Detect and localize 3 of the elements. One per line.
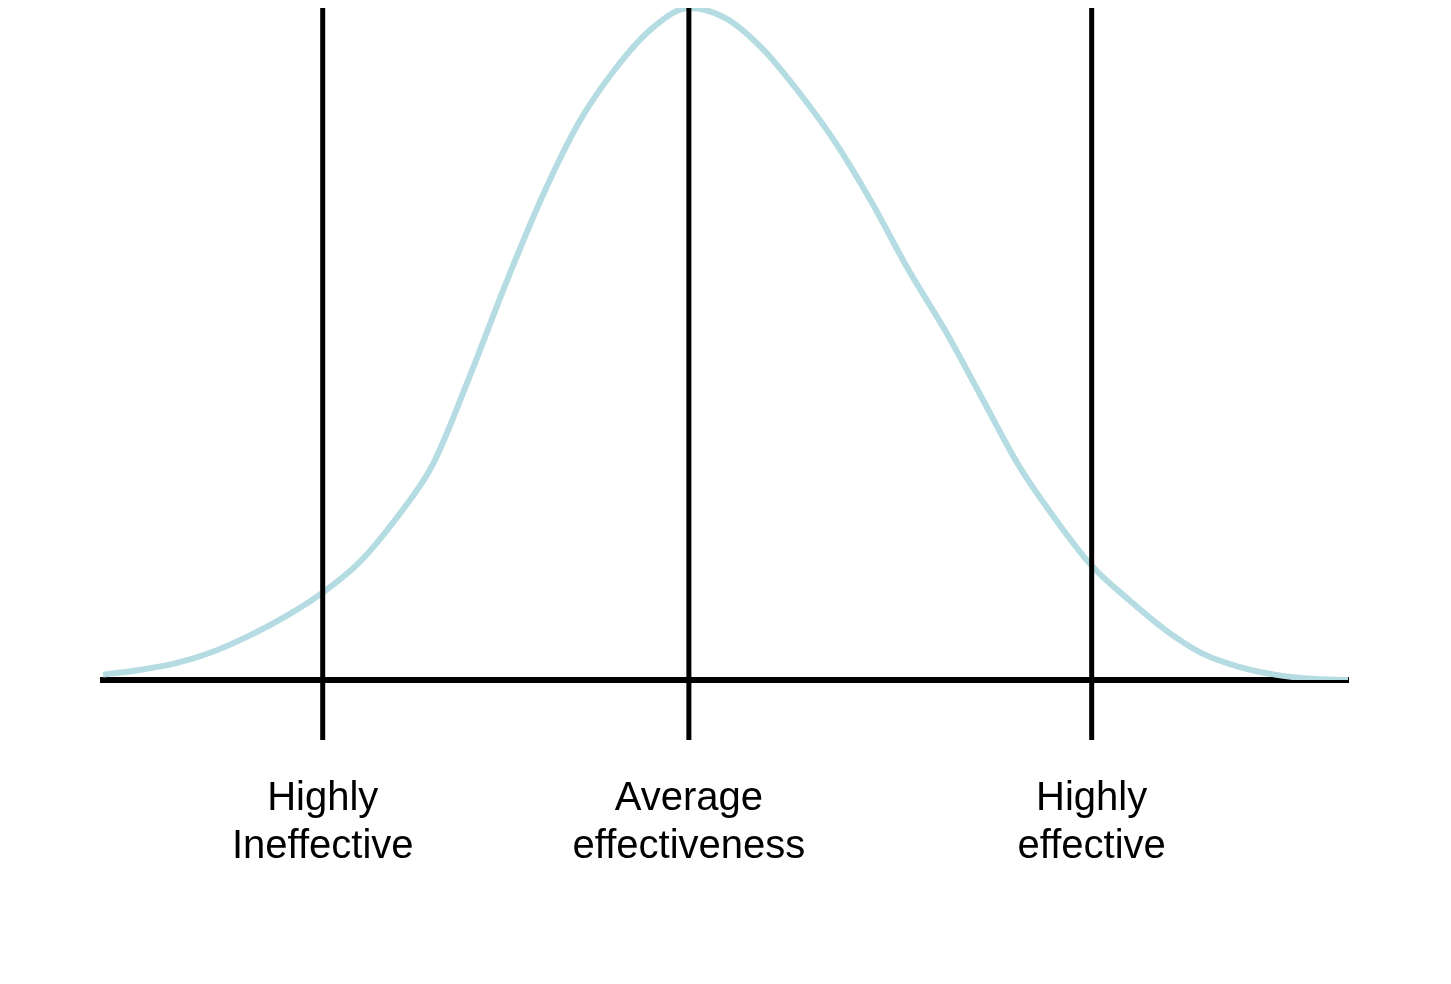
- x-tick-label: Highly Ineffective: [231, 774, 414, 867]
- x-tick-label: Average effectiveness: [572, 774, 806, 867]
- x-tick-label: Highly effective: [1017, 774, 1166, 867]
